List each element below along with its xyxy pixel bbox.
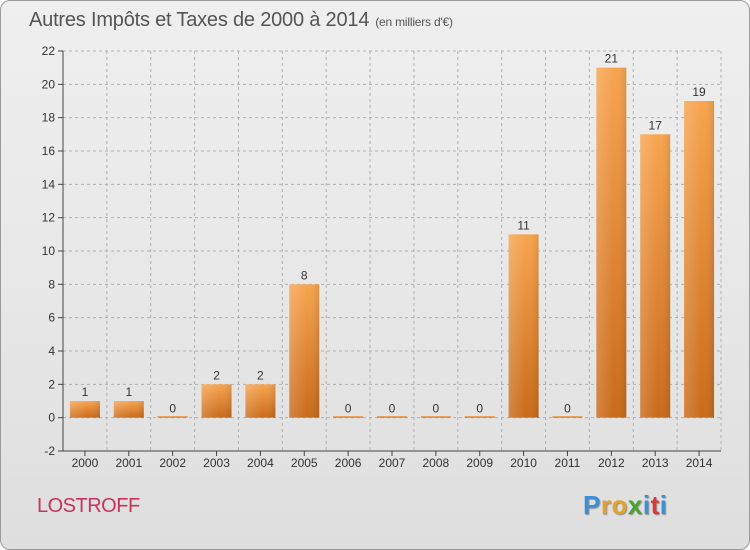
bar — [333, 416, 364, 418]
x-tick-label: 2010 — [510, 456, 537, 470]
x-tick-label: 2014 — [686, 456, 713, 470]
data-label: 0 — [389, 402, 396, 416]
x-tick-label: 2004 — [247, 456, 274, 470]
x-tick-label: 2007 — [379, 456, 406, 470]
y-tick-label: 10 — [42, 244, 56, 258]
bar-shade — [508, 234, 539, 418]
y-tick-label: -2 — [44, 444, 55, 458]
data-label: 0 — [476, 402, 483, 416]
bar-shade — [245, 384, 276, 418]
y-tick-label: 14 — [42, 177, 56, 191]
data-label: 1 — [82, 385, 89, 399]
bars — [69, 67, 715, 418]
data-label: 11 — [517, 218, 530, 232]
bar — [420, 416, 451, 418]
data-label: 1 — [125, 385, 132, 399]
x-tick-label: 2009 — [466, 456, 493, 470]
y-tick-label: 22 — [42, 44, 56, 58]
proxiti-logo: Proxiti — [583, 490, 668, 520]
chart-subtitle: (en milliers d'€) — [375, 15, 453, 29]
x-tick-label: 2011 — [555, 456, 581, 470]
x-tick-label: 2001 — [115, 456, 142, 470]
y-tick-label: 12 — [42, 211, 56, 225]
x-tick-label: 2002 — [159, 456, 186, 470]
x-tick-label: 2008 — [423, 456, 450, 470]
bar-shade — [684, 101, 715, 418]
y-tick-label: 6 — [48, 311, 55, 325]
bar-shade — [596, 67, 627, 418]
bar — [377, 416, 407, 418]
data-label: 2 — [213, 368, 220, 382]
bar-shade — [289, 284, 320, 418]
chart-title-text: Autres Impôts et Taxes de 2000 à 2014 — [29, 9, 370, 31]
y-tick-label: 16 — [42, 144, 56, 158]
chart-title: Autres Impôts et Taxes de 2000 à 2014 (en… — [29, 9, 453, 32]
x-tick-label: 2006 — [335, 456, 362, 470]
bar-shade — [201, 384, 232, 418]
x-tick-label: 2003 — [203, 456, 230, 470]
data-label: 21 — [605, 52, 619, 66]
x-tick-label: 2013 — [642, 456, 669, 470]
bar-shade — [113, 401, 144, 418]
data-label: 0 — [345, 402, 352, 416]
x-tick-label: 2005 — [291, 456, 318, 470]
bar-shade — [640, 134, 671, 418]
data-label: 2 — [257, 368, 264, 382]
bar — [464, 416, 495, 418]
data-label: 8 — [301, 268, 308, 282]
data-label: 0 — [564, 402, 571, 416]
data-label: 0 — [169, 402, 176, 416]
data-label: 0 — [433, 402, 440, 416]
bar — [552, 416, 583, 418]
y-tick-label: 20 — [42, 77, 56, 91]
y-tick-label: 18 — [42, 111, 56, 125]
y-tick-label: 2 — [48, 377, 55, 391]
x-tick-label: 2012 — [598, 456, 625, 470]
x-tick-label: 2000 — [72, 456, 99, 470]
y-tick-label: 4 — [48, 344, 55, 358]
data-label: 17 — [649, 118, 663, 132]
y-tick-label: 0 — [48, 411, 55, 425]
y-tick-label: 8 — [48, 277, 55, 291]
bar-shade — [69, 401, 100, 418]
data-label: 19 — [692, 85, 706, 99]
bar — [157, 416, 188, 418]
commune-name: LOSTROFF — [37, 495, 140, 517]
